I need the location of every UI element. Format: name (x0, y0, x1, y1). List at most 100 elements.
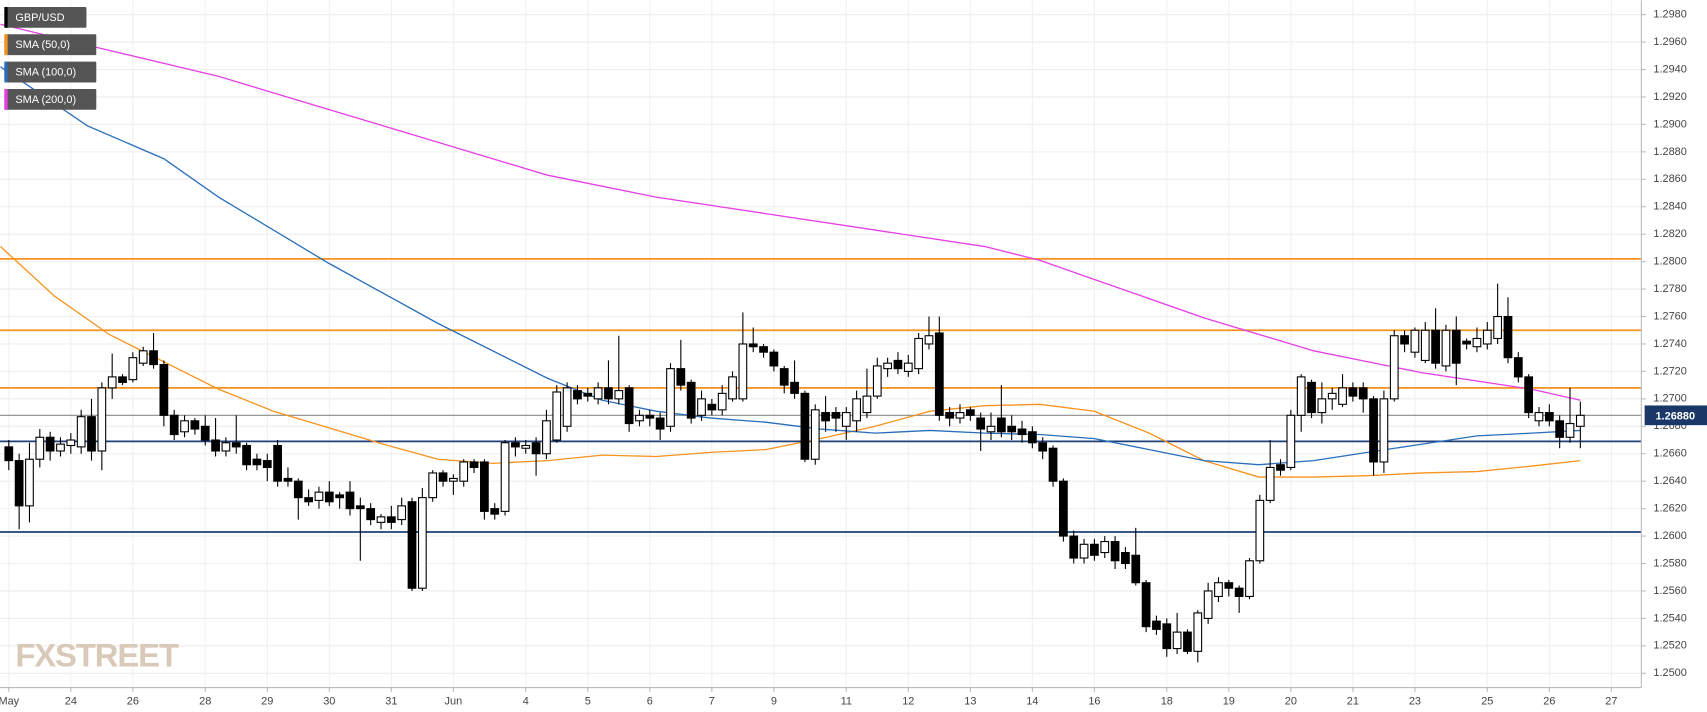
x-tick-label: 19 (1223, 696, 1235, 708)
y-tick-label: 1.2660 (1653, 448, 1686, 460)
sma-line (0, 246, 1581, 478)
legend-box (4, 89, 97, 110)
x-tick-label: 30 (323, 696, 335, 708)
candle-body (211, 439, 220, 452)
legend-label: SMA (200,0) (15, 94, 76, 106)
candle-body (841, 412, 851, 427)
candle-body (1017, 428, 1027, 436)
x-tick-label: 5 (585, 696, 591, 708)
x-tick-label: 12 (902, 696, 914, 708)
y-tick-label: 1.2780 (1653, 283, 1686, 295)
candle-body (1090, 543, 1099, 556)
candle-body (779, 368, 789, 386)
candle-body (1100, 541, 1110, 554)
candle-body (200, 425, 210, 441)
candle-body (924, 335, 934, 345)
candle-body (438, 472, 448, 482)
y-tick-label: 1.2800 (1653, 256, 1686, 268)
candle-body (542, 420, 551, 455)
candle-body (893, 359, 903, 370)
candle-body (252, 458, 262, 466)
candle-body (293, 480, 303, 499)
y-tick-label: 1.2520 (1653, 640, 1686, 652)
candle-body (1059, 480, 1068, 537)
candle-body (666, 368, 675, 427)
candle-body (707, 403, 717, 411)
x-tick-label: 13 (964, 696, 976, 708)
candle-body (511, 442, 520, 448)
x-tick-label: 28 (199, 696, 211, 708)
candle-body (1121, 551, 1130, 565)
candle-body (304, 497, 314, 503)
candle-body (66, 439, 76, 447)
candle-body (1141, 582, 1151, 628)
candle-body (428, 472, 438, 499)
y-tick-label: 1.2900 (1653, 118, 1686, 130)
candle-body (107, 376, 117, 389)
candle-body (1327, 392, 1337, 400)
candle-body (1245, 560, 1254, 597)
y-tick-label: 1.2560 (1653, 585, 1686, 597)
x-tick-label: 23 (1409, 696, 1421, 708)
x-tick-label: 31 (385, 696, 397, 708)
candle-body (4, 446, 14, 462)
legend-swatch (4, 61, 8, 83)
candle-body (583, 392, 593, 397)
last-price-label: 1.26880 (1655, 410, 1695, 422)
candle-body (810, 409, 820, 460)
candle-body (769, 351, 779, 367)
y-tick-label: 1.2500 (1653, 667, 1686, 679)
candle-body (872, 365, 882, 397)
y-tick-label: 1.2840 (1653, 201, 1686, 213)
candle-body (1441, 329, 1451, 367)
candle-body (14, 460, 24, 507)
y-tick-label: 1.2920 (1653, 91, 1686, 103)
candle-body (1214, 582, 1223, 597)
candle-body (1183, 631, 1192, 652)
y-tick-label: 1.2880 (1653, 146, 1686, 158)
candle-body (1524, 376, 1534, 414)
candle-body (1369, 398, 1378, 463)
candle-body (676, 368, 686, 386)
watermark: FXSTREET (15, 637, 179, 674)
candle-body (76, 416, 86, 448)
candle-body (986, 425, 996, 433)
candle-body (490, 508, 500, 515)
plot-area (0, 23, 1642, 663)
candle-body (604, 387, 613, 400)
y-tick-label: 1.2740 (1653, 338, 1686, 350)
candle-body (1255, 499, 1265, 562)
candle-body (759, 346, 768, 353)
candle-body (97, 387, 107, 452)
candle-body (1389, 335, 1399, 400)
candle-body (645, 414, 655, 419)
last-price-box (1644, 405, 1707, 426)
candle-body (366, 508, 376, 521)
x-tick-label: 4 (523, 696, 529, 708)
candle-body (1296, 376, 1306, 416)
candle-body (314, 491, 324, 501)
x-tick-label: 25 (1481, 696, 1493, 708)
candle-body (996, 417, 1006, 433)
candle-body (655, 417, 665, 430)
y-tick-label: 1.2820 (1653, 228, 1686, 240)
candle-body (1555, 420, 1565, 438)
y-tick-label: 1.2600 (1653, 530, 1686, 542)
y-tick-label: 1.2540 (1653, 612, 1686, 624)
x-tick-label: 20 (1285, 696, 1297, 708)
candle-body (800, 392, 810, 460)
candle-body (242, 444, 251, 466)
candle-body (573, 390, 582, 400)
candle-body (397, 505, 407, 521)
candle-body (87, 416, 96, 452)
candle-body (748, 343, 758, 348)
candle-body (1234, 587, 1244, 597)
candle-body (1513, 357, 1523, 378)
y-tick-label: 1.2700 (1653, 393, 1686, 405)
x-tick-label: 18 (1161, 696, 1173, 708)
candle-body (1203, 590, 1213, 619)
candle-body (1131, 554, 1141, 584)
